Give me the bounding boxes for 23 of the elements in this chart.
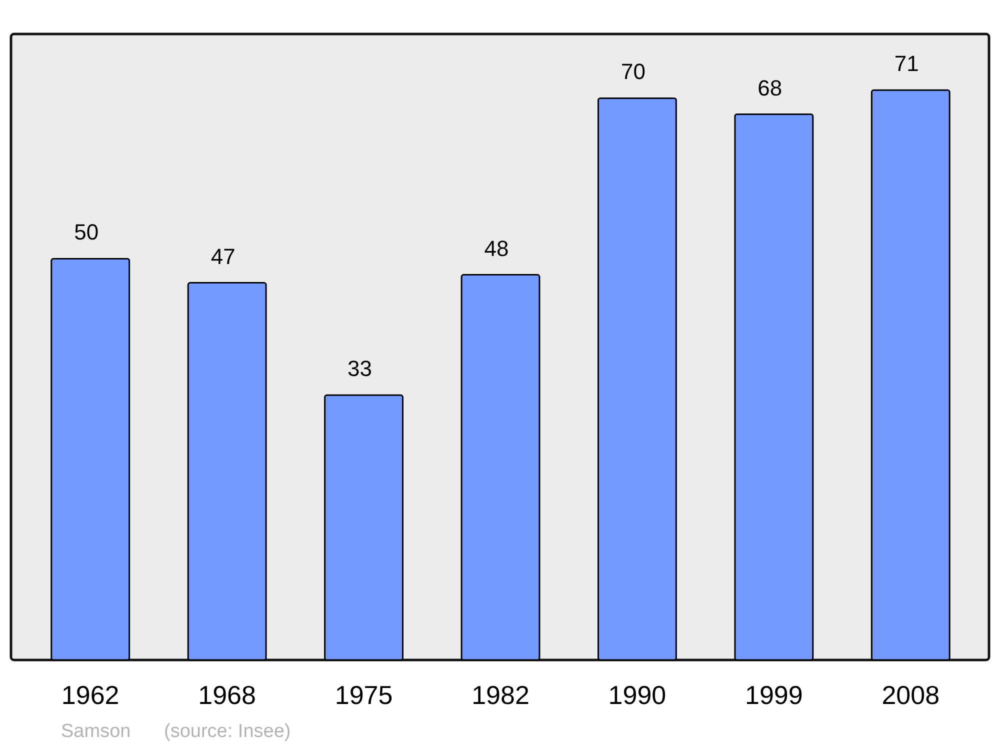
data-label: 33 (348, 356, 372, 382)
x-tick-label: 1999 (745, 680, 803, 710)
x-tick-label: 1962 (61, 680, 120, 710)
x-tick-label: 1990 (608, 680, 666, 710)
bar (50, 258, 130, 661)
x-tick-label: 1968 (198, 680, 256, 710)
bar (734, 114, 814, 661)
text: Samson (61, 721, 131, 742)
data-label: 71 (894, 51, 919, 76)
data-label: 68 (758, 75, 782, 100)
bar (870, 89, 950, 661)
bar (324, 394, 404, 661)
data-label: 70 (620, 59, 646, 84)
text: (source: Insee) (164, 721, 291, 742)
data-label: 47 (210, 244, 236, 269)
data-label: 50 (74, 220, 99, 245)
x-tick-label: 2008 (882, 680, 940, 710)
bar (187, 282, 267, 661)
bar (460, 274, 540, 661)
x-tick-label: 1975 (334, 680, 393, 710)
data-label: 48 (484, 236, 509, 261)
x-tick-label: 1982 (472, 680, 530, 710)
bar (598, 97, 677, 661)
